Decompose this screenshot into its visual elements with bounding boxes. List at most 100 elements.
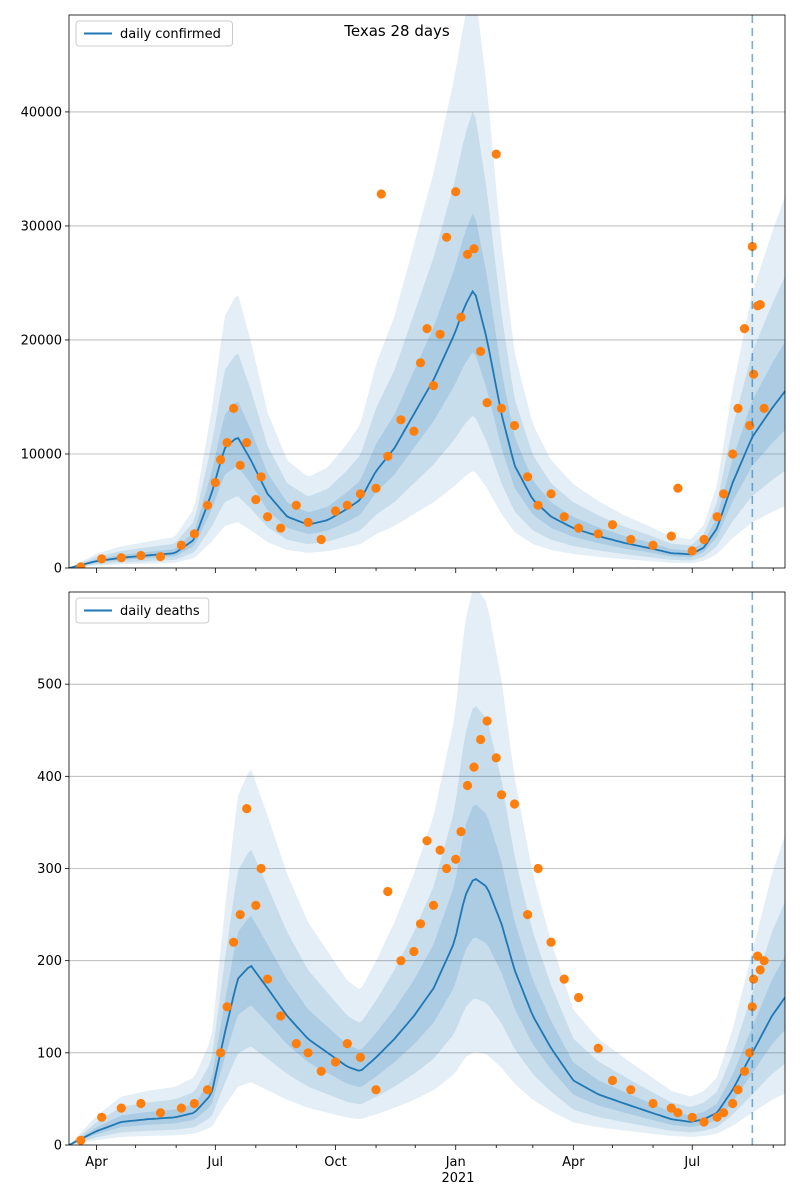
data-point (496, 790, 507, 800)
data-point (546, 937, 556, 947)
data-point (626, 534, 636, 545)
data-point (533, 863, 543, 874)
x-tick-label: Jul (683, 1155, 700, 1170)
data-point (222, 1002, 232, 1012)
data-point (176, 540, 186, 550)
data-point (593, 529, 603, 539)
y-tick-label: 500 (37, 678, 62, 693)
data-point (733, 403, 743, 413)
data-point (755, 300, 765, 310)
data-point (712, 1112, 722, 1122)
y-tick-label: 40000 (21, 105, 62, 120)
data-point (666, 1103, 676, 1113)
data-point (276, 1011, 286, 1021)
data-point (753, 951, 763, 961)
axes-frame (68, 14, 786, 569)
data-point (116, 553, 126, 563)
data-point (496, 403, 507, 413)
data-point (747, 1002, 757, 1012)
data-point (251, 495, 261, 505)
x-tick-label: Jul (206, 1155, 223, 1170)
data-point (687, 1112, 697, 1122)
legend: daily deaths (75, 597, 210, 624)
data-point (476, 346, 486, 356)
data-point (749, 974, 759, 984)
data-point (371, 1085, 381, 1095)
data-point (342, 500, 352, 510)
data-point (728, 449, 738, 459)
legend-box (75, 597, 210, 624)
data-point (469, 762, 479, 772)
data-point (189, 1098, 199, 1109)
data-point (699, 534, 709, 545)
data-point (491, 753, 501, 763)
x-tick-label: Oct (324, 1155, 346, 1170)
data-point (607, 1075, 618, 1086)
plot-area (69, 15, 785, 568)
data-point (733, 1085, 743, 1095)
data-point (482, 398, 492, 408)
x-tick-label: Apr (562, 1155, 585, 1170)
data-point (607, 520, 618, 530)
legend-label: daily deaths (120, 604, 200, 619)
y-tick-label: 0 (54, 1139, 62, 1154)
y-tick-label: 400 (37, 770, 62, 785)
data-point (469, 244, 479, 254)
data-point (76, 562, 86, 568)
legend: daily confirmed (75, 20, 233, 47)
data-point (155, 1108, 166, 1118)
data-point (396, 956, 406, 966)
confirmed-panel: 0 10000 20000 30000 40000 daily confirmed (21, 14, 786, 577)
y-tick-label: 0 (54, 562, 62, 577)
data-point (509, 420, 520, 431)
data-point (355, 489, 365, 499)
data-point (263, 974, 273, 984)
data-point (136, 550, 146, 561)
data-point (739, 324, 750, 334)
band-inner (69, 804, 785, 1145)
data-point (422, 324, 432, 334)
data-point (276, 523, 286, 533)
data-point (719, 489, 729, 499)
data-point (687, 546, 697, 556)
data-point (422, 836, 432, 846)
y-tick-label: 20000 (21, 333, 62, 348)
data-point (482, 716, 492, 726)
data-point (291, 500, 301, 510)
y-tick-label: 300 (37, 862, 62, 877)
data-point (456, 827, 466, 837)
data-point (97, 1112, 107, 1122)
data-point (202, 1085, 213, 1095)
data-point (229, 403, 239, 413)
data-point (593, 1043, 603, 1053)
y-tick-label: 10000 (21, 447, 62, 462)
data-point (559, 512, 569, 522)
band-outer (69, 15, 785, 568)
band-middle (69, 706, 785, 1145)
data-point (428, 381, 439, 391)
data-point (210, 477, 220, 488)
data-point (316, 1066, 326, 1076)
data-point (574, 992, 584, 1003)
data-point (235, 460, 245, 470)
data-point (546, 489, 556, 499)
data-point (451, 187, 461, 197)
data-point (383, 451, 393, 461)
data-point (376, 189, 386, 199)
data-point (216, 1048, 226, 1058)
data-point (719, 1108, 729, 1118)
data-point (755, 965, 765, 975)
data-point (415, 358, 426, 368)
data-point (435, 329, 445, 339)
data-point (523, 472, 533, 482)
data-point (456, 312, 466, 322)
data-point (739, 1066, 750, 1076)
data-point (462, 780, 473, 791)
data-point (435, 845, 445, 855)
y-tick-label: 100 (37, 1046, 62, 1061)
data-point (202, 500, 213, 510)
data-point (451, 854, 461, 864)
legend-label: daily confirmed (120, 27, 221, 42)
plot-area (69, 592, 785, 1145)
